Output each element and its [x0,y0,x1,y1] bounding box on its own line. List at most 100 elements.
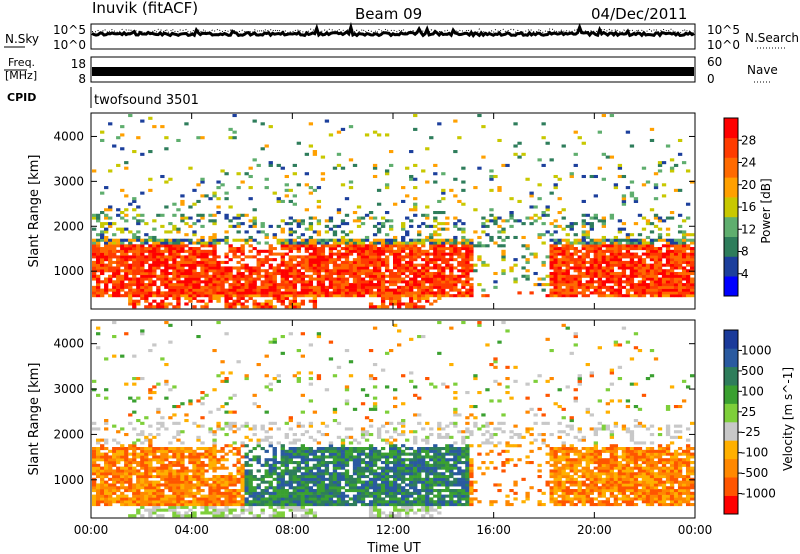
heatmap-cell [653,280,659,284]
heatmap-cell [304,458,310,462]
heatmap-cell [192,497,197,501]
heatmap-cell [264,299,269,303]
colorbar-tick-label: 8 [741,245,749,259]
heatmap-cell [220,277,225,281]
heatmap-cell [204,494,209,498]
heatmap-cell [180,469,185,473]
heatmap-cell [112,424,117,428]
heatmap-cell [132,452,137,456]
heatmap-cell [597,130,602,134]
heatmap-cell [148,244,153,248]
heatmap-cell [433,266,438,270]
heatmap-cell [248,174,253,179]
heatmap-cell [425,263,430,267]
heatmap-cell [248,249,253,253]
heatmap-cell [112,500,117,504]
heatmap-cell [557,252,562,256]
heatmap-cell [661,269,667,273]
heatmap-cell [100,258,105,262]
heatmap-cell [657,252,663,256]
heatmap-cell [593,174,598,179]
heatmap-cell [356,263,362,267]
noise-sky-trace [91,21,695,39]
heatmap-cell [224,269,229,273]
heatmap-cell [553,269,558,273]
heatmap-cell [637,288,643,292]
heatmap-cell [212,213,217,217]
heatmap-cell [296,271,301,276]
heatmap-cell [116,480,121,484]
heatmap-cell [421,244,426,248]
heatmap-cell [156,491,161,495]
noise-right-tick-top: 10^5 [707,23,740,37]
heatmap-cell [200,260,205,264]
heatmap-cell [204,455,209,459]
heatmap-cell [92,463,97,467]
heatmap-cell [665,283,671,287]
heatmap-cell [172,449,177,453]
heatmap-cell [324,258,330,262]
heatmap-cell [272,489,277,493]
heatmap-cell [312,260,318,264]
heatmap-cell [276,480,281,484]
heatmap-cell [96,497,101,501]
heatmap-cell [276,294,281,298]
heatmap-cell [673,252,679,256]
heatmap-cell [136,271,141,276]
heatmap-cell [453,216,458,220]
heatmap-cell [272,449,277,453]
heatmap-cell [124,258,129,262]
heatmap-cell [148,305,153,309]
heatmap-cell [212,349,217,353]
heatmap-cell [469,238,474,242]
heatmap-cell [481,155,486,159]
heatmap-cell [413,197,418,201]
heatmap-cell [364,274,370,278]
heatmap-cell [409,305,414,309]
heatmap-cell [589,269,594,273]
heatmap-cell [260,480,265,484]
heatmap-cell [148,283,153,287]
heatmap-cell [168,463,173,467]
heatmap-cell [453,150,458,154]
heatmap-cell [132,444,137,448]
heatmap-cell [645,288,651,292]
heatmap-cell [681,258,687,262]
heatmap-cell [132,497,137,501]
heatmap-cell [637,266,643,270]
heatmap-cell [176,511,181,515]
heatmap-cell [384,263,390,267]
heatmap-cell [316,491,322,495]
heatmap-cell [104,388,109,392]
heatmap-cell [184,271,189,276]
heatmap-cell [549,271,554,276]
heatmap-cell [413,163,418,167]
heatmap-cell [92,427,97,431]
heatmap-cell [356,455,362,459]
heatmap-cell [104,230,109,234]
heatmap-cell [140,455,145,459]
heatmap-cell [228,444,233,448]
heatmap-cell [224,377,229,381]
heatmap-cell [140,274,145,278]
heatmap-cell [669,285,675,289]
heatmap-cell [340,447,346,451]
heatmap-cell [280,514,285,518]
heatmap-cell [320,489,326,493]
heatmap-cell [336,211,342,215]
heatmap-cell [276,500,281,504]
heatmap-cell [384,219,390,223]
heatmap-cell [453,274,458,278]
heatmap-cell [380,247,386,251]
heatmap-cell [465,258,470,262]
heatmap-cell [292,274,297,278]
heatmap-cell [228,475,233,479]
heatmap-cell [573,277,578,281]
heatmap-cell [368,452,374,456]
heatmap-cell [372,447,378,451]
heatmap-cell [284,500,289,504]
heatmap-cell [208,458,213,462]
heatmap-cell [312,480,318,484]
heatmap-cell [388,269,394,273]
heatmap-cell [441,288,446,292]
